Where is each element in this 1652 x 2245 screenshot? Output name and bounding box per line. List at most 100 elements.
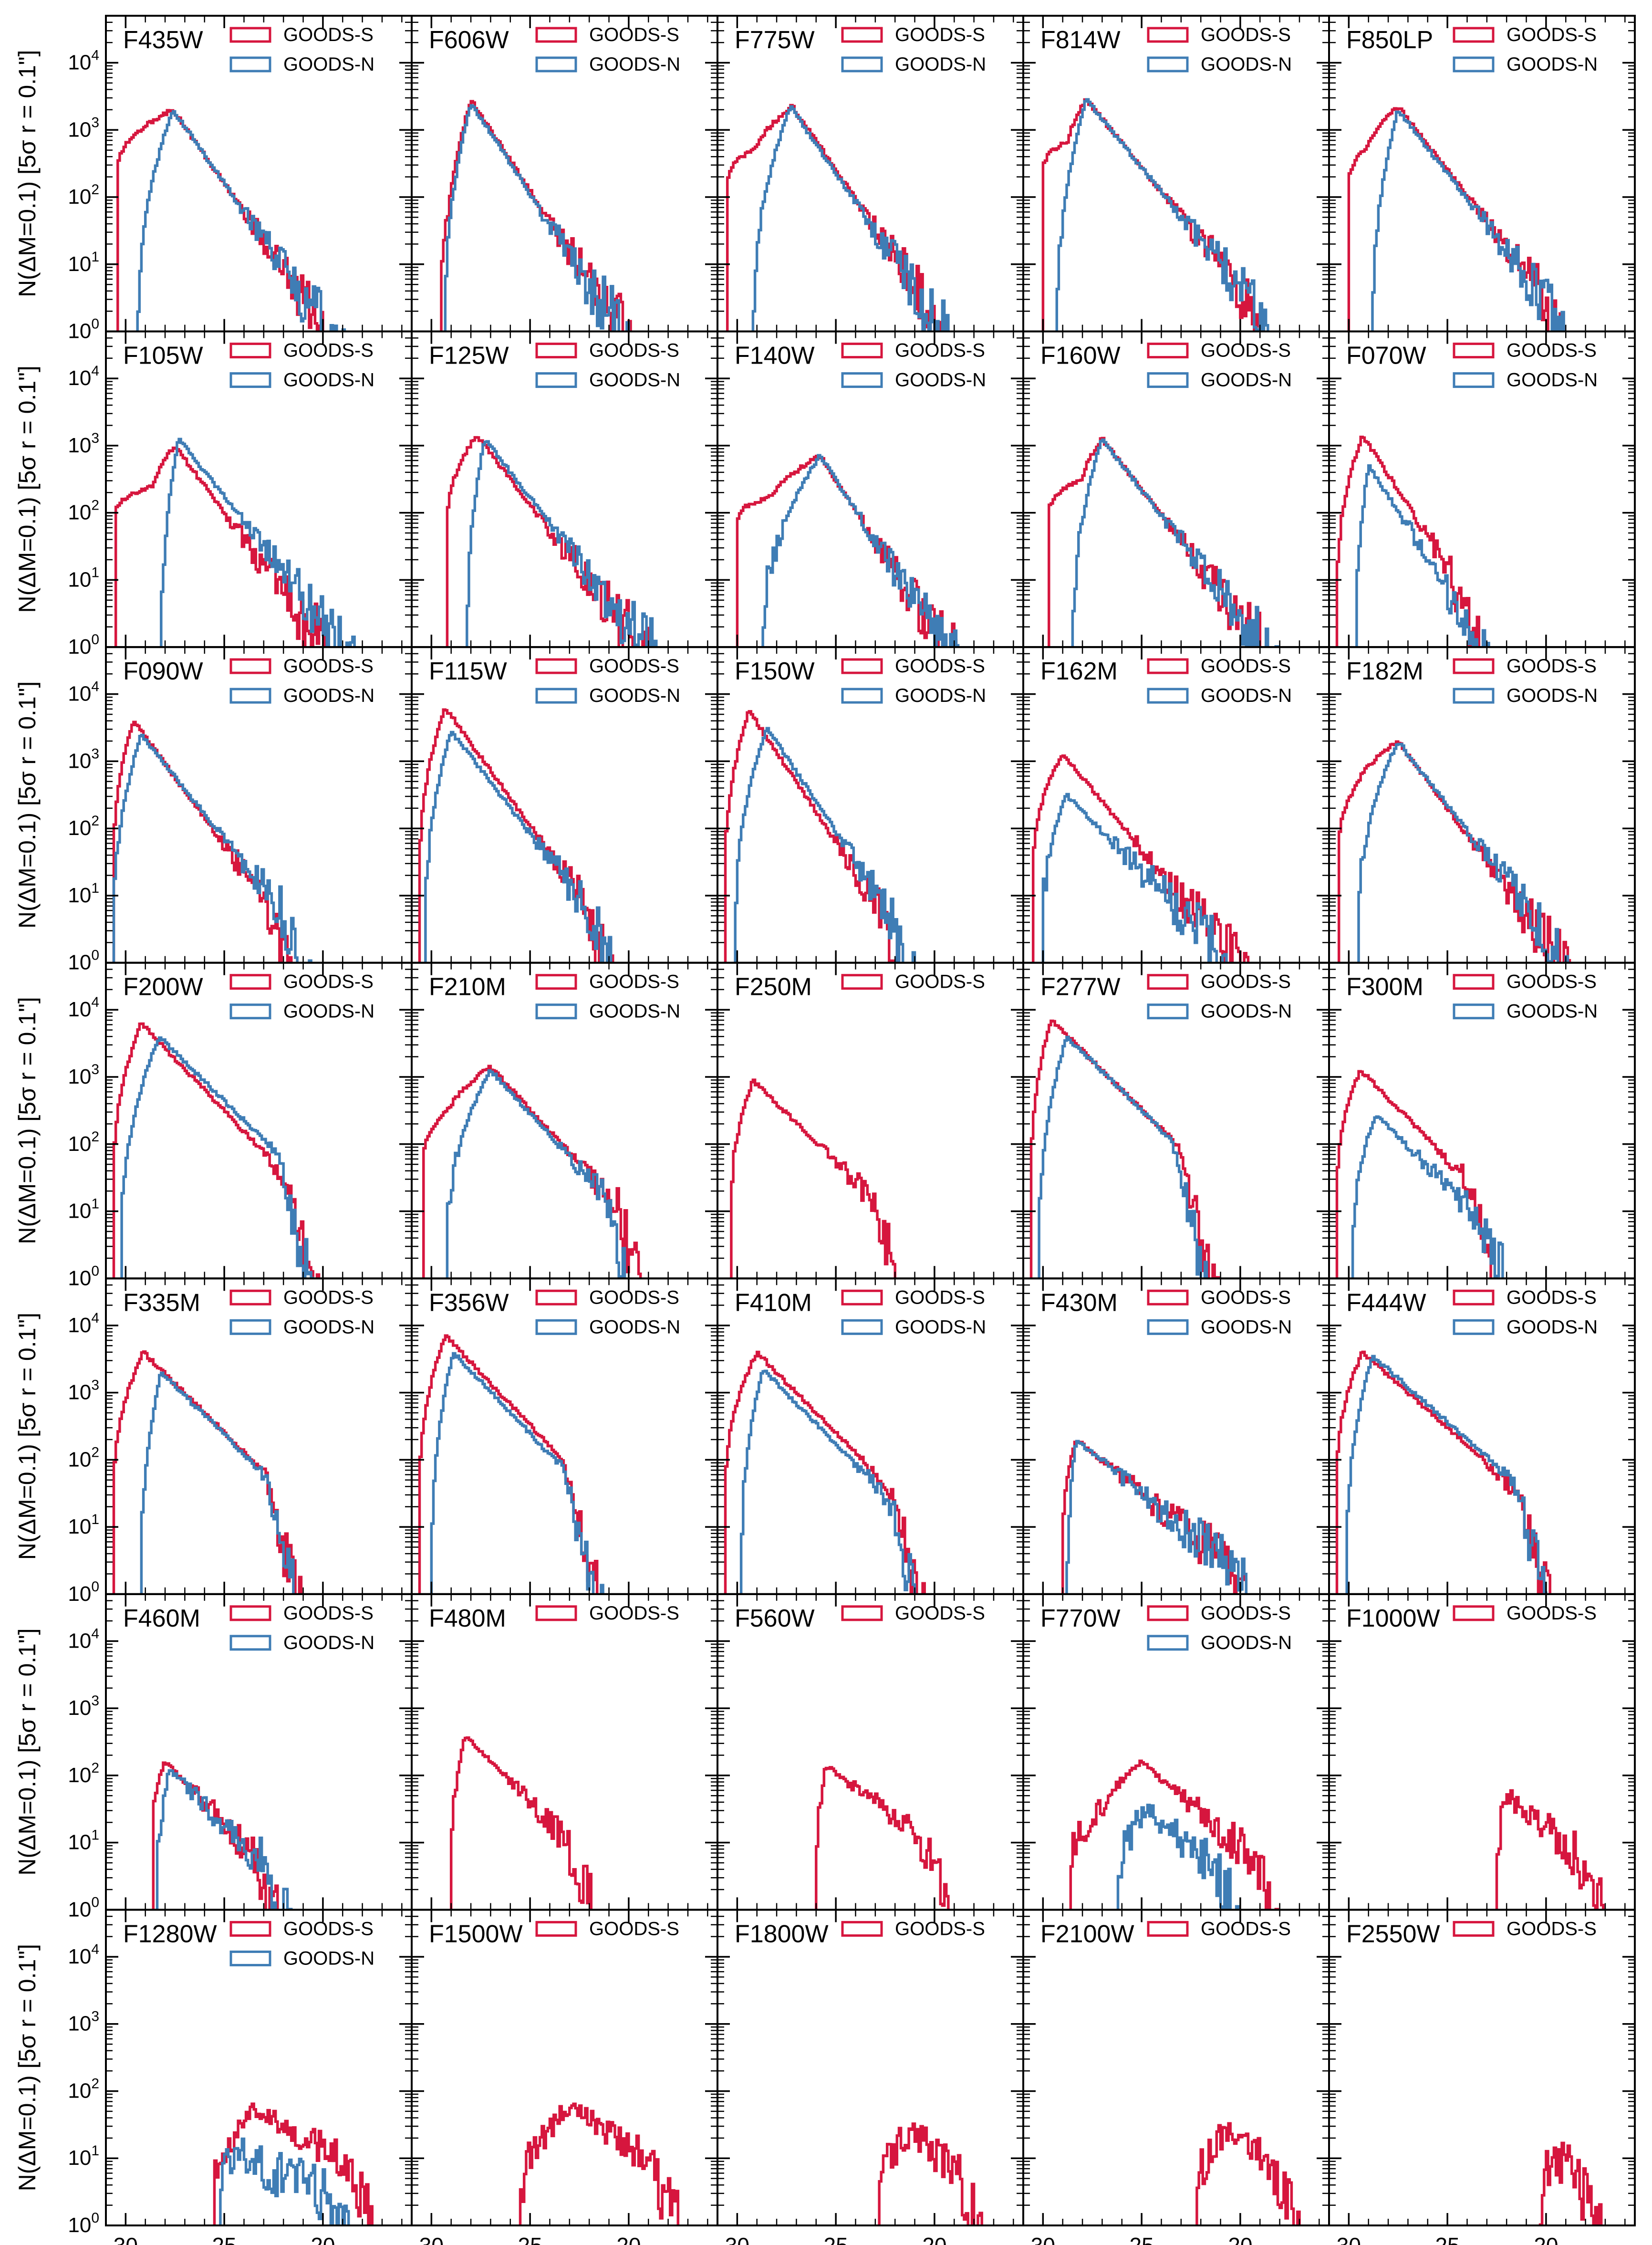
legend-swatch xyxy=(229,974,271,990)
series-line-goods-s xyxy=(724,1350,926,1594)
y-tick-label: 101 xyxy=(68,249,99,276)
series-line-goods-n xyxy=(1357,742,1569,963)
legend-swatch xyxy=(535,1289,577,1305)
legend-label: GOODS-S xyxy=(589,971,679,992)
series-line-goods-n xyxy=(466,440,658,647)
legend-label: GOODS-N xyxy=(1201,1001,1292,1022)
y-tick-label: 101 xyxy=(68,2143,99,2170)
y-tick-label: 103 xyxy=(68,430,99,457)
series-line-goods-n xyxy=(120,1036,314,1279)
legend-swatch xyxy=(535,27,577,43)
y-tick-label: 104 xyxy=(68,48,99,74)
series-line-goods-n xyxy=(751,105,950,332)
panel-f410m: F410M GOODS-S GOODS-N xyxy=(717,1277,1024,1595)
y-tick-label: 104 xyxy=(68,679,99,706)
legend-label: GOODS-N xyxy=(589,685,680,706)
panel-f160w: F160W GOODS-S GOODS-N xyxy=(1022,330,1330,648)
legend-swatch xyxy=(841,1605,883,1621)
panel-title: F335M xyxy=(123,1289,200,1316)
panel-f277w: F277W GOODS-S GOODS-N xyxy=(1022,961,1330,1280)
legend-label: GOODS-S xyxy=(283,1287,374,1308)
legend-swatch xyxy=(1147,56,1189,73)
series-line-goods-s xyxy=(1048,437,1269,647)
series-line-goods-s xyxy=(730,1078,896,1279)
y-tick-label: 104 xyxy=(68,363,99,390)
legend-label: GOODS-S xyxy=(589,656,679,677)
legend-label: GOODS-S xyxy=(283,340,374,361)
legend-label: GOODS-N xyxy=(1201,1316,1292,1337)
legend-label: GOODS-S xyxy=(589,340,679,361)
legend-swatch xyxy=(1147,658,1189,674)
legend-swatch xyxy=(1453,688,1495,704)
panel-title: F850LP xyxy=(1346,26,1433,54)
legend-label: GOODS-S xyxy=(1507,1603,1597,1624)
panel-title: F560W xyxy=(735,1605,815,1632)
y-tick-label: 104 xyxy=(68,1626,99,1652)
y-tick-label: 102 xyxy=(68,813,99,840)
legend-swatch xyxy=(1453,974,1495,990)
legend-label: GOODS-S xyxy=(1507,340,1597,361)
legend-swatch xyxy=(535,56,577,73)
y-tick-label: 104 xyxy=(68,1942,99,1968)
panel-f335m: 100 101 102 103 104 N(ΔM=0.1) [5σ r = 0.1"] F3… xyxy=(14,1277,413,1606)
panel-title: F2100W xyxy=(1040,1920,1134,1948)
series-line-goods-s xyxy=(112,1022,321,1279)
series-line-goods-n xyxy=(446,1069,626,1279)
series-line-goods-s xyxy=(418,708,614,963)
panel-title: F210M xyxy=(429,973,506,1001)
panel-f140w: F140W GOODS-S GOODS-N xyxy=(717,330,1024,648)
legend-label: GOODS-S xyxy=(1201,340,1291,361)
panel-title: F1280W xyxy=(123,1920,217,1948)
panel-f115w: F115W GOODS-S GOODS-N xyxy=(411,646,718,964)
series-line-goods-n xyxy=(444,104,630,332)
legend-swatch xyxy=(841,27,883,43)
series-line-goods-n xyxy=(1071,438,1279,647)
y-tick-label: 103 xyxy=(68,2009,99,2036)
legend-label: GOODS-N xyxy=(589,370,680,391)
panel-title: F444W xyxy=(1346,1289,1426,1316)
legend-swatch xyxy=(229,372,271,388)
legend-label: GOODS-N xyxy=(1507,1001,1598,1022)
legend-swatch xyxy=(841,1921,883,1937)
panel-f300m: F300M GOODS-S GOODS-N xyxy=(1328,961,1636,1280)
x-tick-label: 25 xyxy=(518,2233,542,2245)
legend-label: GOODS-S xyxy=(589,1603,679,1624)
legend-swatch xyxy=(1147,1921,1189,1937)
series-line-goods-s xyxy=(878,2122,983,2225)
legend-label: GOODS-N xyxy=(283,1316,374,1337)
x-tick-label: 30 xyxy=(725,2233,749,2245)
x-tick-label: 30 xyxy=(1031,2233,1055,2245)
series-line-goods-s xyxy=(112,720,293,963)
legend-swatch xyxy=(1453,343,1495,359)
series-line-goods-n xyxy=(1355,464,1490,647)
x-tick-label: 30 xyxy=(1337,2233,1361,2245)
y-tick-label: 100 xyxy=(68,1894,99,1921)
legend-label: GOODS-N xyxy=(283,1948,374,1969)
panel-title: F814W xyxy=(1040,26,1121,54)
panel-f200w: 100 101 102 103 104 N(ΔM=0.1) [5σ r = 0.1"] F2… xyxy=(14,961,413,1290)
series-line-goods-s xyxy=(519,2102,680,2225)
legend-label: GOODS-N xyxy=(1507,685,1598,706)
panel-title: F160W xyxy=(1040,342,1121,370)
legend-swatch xyxy=(841,1289,883,1305)
legend-label: GOODS-N xyxy=(895,370,986,391)
legend-swatch xyxy=(229,1921,271,1937)
series-line-goods-n xyxy=(136,110,346,332)
legend-swatch xyxy=(535,688,577,704)
legend-swatch xyxy=(841,372,883,388)
legend-swatch xyxy=(1147,372,1189,388)
legend-swatch xyxy=(1147,343,1189,359)
series-line-goods-n xyxy=(734,727,916,963)
series-line-goods-s xyxy=(418,1334,599,1594)
series-line-goods-n xyxy=(156,1769,293,1910)
y-tick-label: 101 xyxy=(68,1827,99,1854)
panel-f1280w: 100101102103104302520Magnitude [AB]N(ΔM=… xyxy=(14,1909,413,2245)
panel-frame xyxy=(1328,1593,1636,1911)
legend-label: GOODS-S xyxy=(589,1918,679,1939)
y-axis-label: N(ΔM=0.1) [5σ r = 0.1"] xyxy=(14,1944,41,2191)
legend-label: GOODS-N xyxy=(589,1001,680,1022)
panel-title: F1000W xyxy=(1346,1605,1440,1632)
legend-label: GOODS-N xyxy=(283,1001,374,1022)
